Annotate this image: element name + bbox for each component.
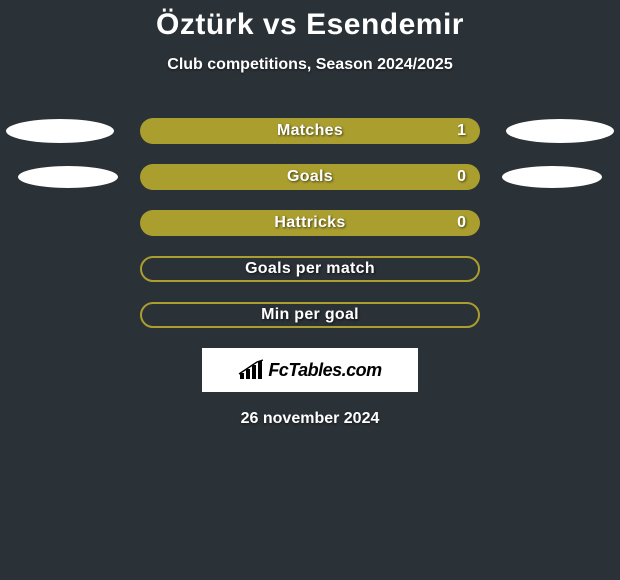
comparison-infographic: Öztürk vs Esendemir Club competitions, S…	[0, 0, 620, 580]
stat-label: Hattricks	[274, 214, 345, 232]
stat-label: Min per goal	[261, 306, 359, 324]
stat-rows: Matches 1 Goals 0 Hattricks 0 Goals per …	[0, 118, 620, 328]
right-ellipse-icon	[502, 166, 602, 188]
stat-row-matches: Matches 1	[0, 118, 620, 144]
stat-row-hattricks: Hattricks 0	[0, 210, 620, 236]
bar-chart-icon	[238, 359, 264, 381]
left-ellipse-icon	[6, 119, 114, 143]
stat-bar: Min per goal	[140, 302, 480, 328]
stat-bar: Matches 1	[140, 118, 480, 144]
stat-value: 0	[457, 214, 466, 232]
right-ellipse-icon	[506, 119, 614, 143]
stat-value: 0	[457, 168, 466, 186]
stat-row-goals-per-match: Goals per match	[0, 256, 620, 282]
season-subtitle: Club competitions, Season 2024/2025	[0, 56, 620, 74]
stat-label: Goals per match	[245, 260, 375, 278]
stat-bar: Goals 0	[140, 164, 480, 190]
stat-row-goals: Goals 0	[0, 164, 620, 190]
page-title: Öztürk vs Esendemir	[0, 0, 620, 42]
stat-bar: Goals per match	[140, 256, 480, 282]
snapshot-date: 26 november 2024	[0, 410, 620, 428]
stat-label: Goals	[287, 168, 333, 186]
stat-label: Matches	[277, 122, 343, 140]
left-ellipse-icon	[18, 166, 118, 188]
source-logo-text: FcTables.com	[268, 360, 381, 381]
stat-bar: Hattricks 0	[140, 210, 480, 236]
source-logo: FcTables.com	[238, 359, 381, 381]
source-logo-box: FcTables.com	[202, 348, 418, 392]
stat-value: 1	[457, 122, 466, 140]
stat-row-min-per-goal: Min per goal	[0, 302, 620, 328]
